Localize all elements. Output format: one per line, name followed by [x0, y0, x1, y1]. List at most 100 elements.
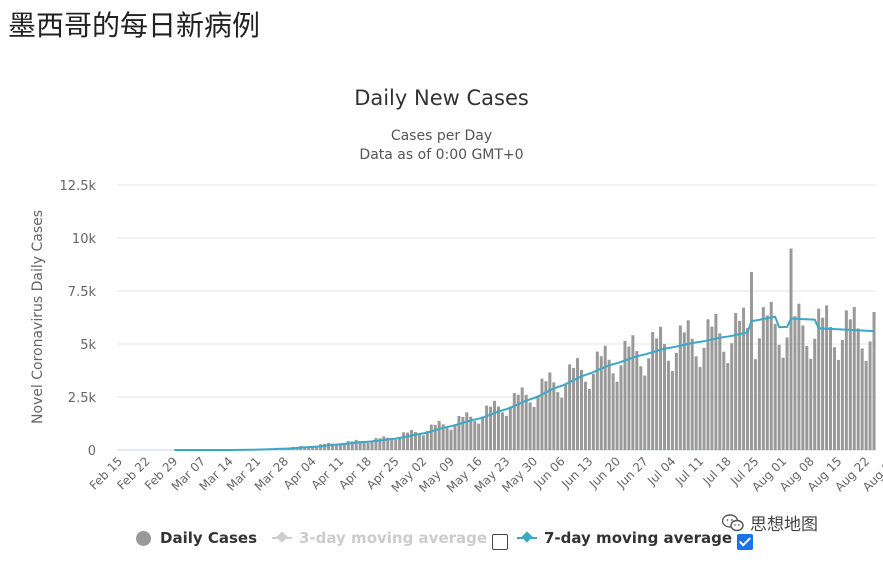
- daily-cases-bar[interactable]: [374, 438, 378, 450]
- daily-cases-bar[interactable]: [524, 394, 528, 450]
- daily-cases-bar[interactable]: [560, 397, 564, 450]
- daily-cases-bar[interactable]: [674, 352, 678, 450]
- daily-cases-bar[interactable]: [508, 406, 512, 450]
- daily-cases-bar[interactable]: [836, 359, 840, 450]
- daily-cases-bar[interactable]: [706, 319, 710, 450]
- toggle-7day-average-checkbox[interactable]: [737, 534, 753, 550]
- daily-cases-bar[interactable]: [825, 305, 829, 450]
- daily-cases-bar[interactable]: [366, 442, 370, 450]
- legend-3day-average[interactable]: 3-day moving average: [272, 529, 487, 547]
- daily-cases-bar[interactable]: [564, 384, 568, 450]
- daily-cases-bar[interactable]: [710, 326, 714, 450]
- daily-cases-bar[interactable]: [765, 315, 769, 450]
- daily-cases-bar[interactable]: [611, 373, 615, 450]
- daily-cases-bar[interactable]: [441, 424, 445, 450]
- daily-cases-bar[interactable]: [730, 343, 734, 450]
- daily-cases-bar[interactable]: [429, 424, 433, 450]
- daily-cases-bar[interactable]: [809, 358, 813, 450]
- daily-cases-bar[interactable]: [761, 307, 765, 450]
- daily-cases-bar[interactable]: [437, 420, 441, 450]
- daily-cases-bar[interactable]: [334, 444, 338, 450]
- daily-cases-bar[interactable]: [813, 338, 817, 450]
- daily-cases-bar[interactable]: [382, 436, 386, 450]
- daily-cases-bar[interactable]: [445, 427, 449, 450]
- daily-cases-bar[interactable]: [635, 351, 639, 450]
- daily-cases-bar[interactable]: [323, 444, 327, 450]
- daily-cases-bar[interactable]: [829, 326, 833, 450]
- daily-cases-bar[interactable]: [860, 348, 864, 450]
- daily-cases-bar[interactable]: [872, 312, 876, 450]
- legend-daily-cases[interactable]: Daily Cases: [136, 529, 257, 547]
- daily-cases-bar[interactable]: [746, 327, 750, 450]
- daily-cases-bar[interactable]: [844, 310, 848, 450]
- daily-cases-bar[interactable]: [500, 412, 504, 450]
- daily-cases-bar[interactable]: [655, 338, 659, 450]
- daily-cases-bar[interactable]: [742, 307, 746, 450]
- daily-cases-bar[interactable]: [493, 400, 497, 450]
- daily-cases-bar[interactable]: [639, 366, 643, 450]
- daily-cases-bar[interactable]: [686, 320, 690, 450]
- seven-day-average-line[interactable]: [174, 315, 875, 451]
- daily-cases-bar[interactable]: [378, 438, 382, 450]
- daily-cases-bar[interactable]: [394, 439, 398, 450]
- daily-cases-bar[interactable]: [631, 335, 635, 450]
- daily-cases-bar[interactable]: [785, 337, 789, 450]
- daily-cases-bar[interactable]: [520, 387, 524, 450]
- daily-cases-bar[interactable]: [777, 344, 781, 450]
- daily-cases-bar[interactable]: [386, 437, 390, 450]
- daily-cases-bar[interactable]: [651, 332, 655, 450]
- daily-cases-bar[interactable]: [864, 361, 868, 450]
- daily-cases-bar[interactable]: [338, 444, 342, 450]
- daily-cases-bar[interactable]: [607, 359, 611, 450]
- daily-cases-bar[interactable]: [678, 325, 682, 450]
- daily-cases-bar[interactable]: [540, 378, 544, 450]
- daily-cases-bar[interactable]: [738, 320, 742, 450]
- daily-cases-bar[interactable]: [390, 439, 394, 450]
- daily-cases-bar[interactable]: [362, 442, 366, 450]
- daily-cases-bar[interactable]: [595, 351, 599, 451]
- daily-cases-bar[interactable]: [346, 441, 350, 450]
- daily-cases-bar[interactable]: [568, 364, 572, 450]
- daily-cases-bar[interactable]: [421, 435, 425, 450]
- daily-cases-bar[interactable]: [734, 313, 738, 450]
- daily-cases-bar[interactable]: [603, 345, 607, 450]
- daily-cases-bar[interactable]: [619, 365, 623, 450]
- daily-cases-bar[interactable]: [868, 341, 872, 450]
- daily-cases-bar[interactable]: [698, 367, 702, 450]
- daily-cases-bar[interactable]: [489, 406, 493, 450]
- daily-cases-bar[interactable]: [702, 347, 706, 450]
- daily-cases-bar[interactable]: [647, 358, 651, 450]
- daily-cases-bar[interactable]: [852, 307, 856, 450]
- daily-cases-bar[interactable]: [425, 431, 429, 450]
- daily-cases-bar[interactable]: [556, 392, 560, 450]
- daily-cases-bar[interactable]: [496, 406, 500, 450]
- daily-cases-bar[interactable]: [572, 368, 576, 450]
- daily-cases-bar[interactable]: [315, 445, 319, 450]
- daily-cases-bar[interactable]: [757, 338, 761, 450]
- daily-cases-bar[interactable]: [690, 338, 694, 450]
- daily-cases-bar[interactable]: [417, 434, 421, 450]
- daily-cases-bar[interactable]: [548, 372, 552, 450]
- daily-cases-bar[interactable]: [682, 332, 686, 450]
- daily-cases-bar[interactable]: [326, 442, 330, 450]
- daily-cases-bar[interactable]: [663, 344, 667, 450]
- daily-cases-bar[interactable]: [406, 432, 410, 450]
- daily-cases-bar[interactable]: [552, 382, 556, 450]
- daily-cases-bar[interactable]: [726, 363, 730, 450]
- daily-cases-bar[interactable]: [528, 402, 532, 450]
- daily-cases-bar[interactable]: [504, 415, 508, 450]
- daily-cases-bar[interactable]: [821, 317, 825, 450]
- daily-cases-bar[interactable]: [805, 346, 809, 450]
- daily-cases-bar[interactable]: [354, 439, 358, 450]
- daily-cases-bar[interactable]: [627, 346, 631, 450]
- daily-cases-bar[interactable]: [307, 446, 311, 450]
- daily-cases-bar[interactable]: [832, 347, 836, 450]
- daily-cases-bar[interactable]: [599, 356, 603, 450]
- daily-cases-bar[interactable]: [358, 441, 362, 450]
- daily-cases-bar[interactable]: [856, 328, 860, 450]
- daily-cases-bar[interactable]: [512, 393, 516, 450]
- legend-7day-average[interactable]: 7-day moving average: [517, 529, 732, 547]
- daily-cases-bar[interactable]: [623, 340, 627, 450]
- daily-cases-bar[interactable]: [461, 416, 465, 450]
- daily-cases-bar[interactable]: [583, 381, 587, 450]
